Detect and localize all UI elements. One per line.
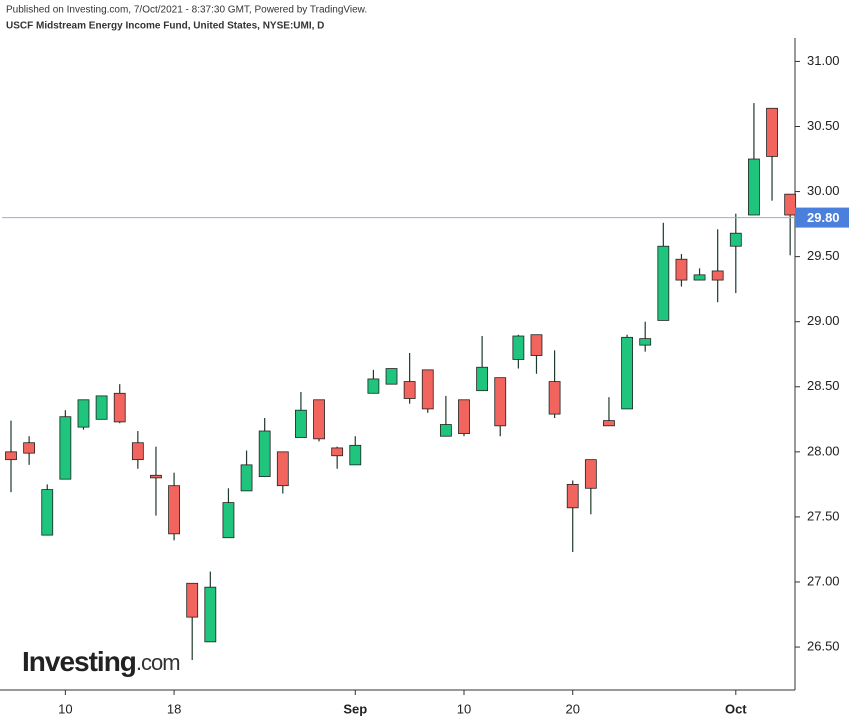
candle-body [530, 334, 543, 356]
candle-body [476, 366, 489, 392]
candle-body [313, 399, 325, 440]
candle-body [23, 442, 36, 454]
candle-body [222, 502, 235, 539]
y-tick-label: 31.00 [807, 53, 840, 68]
published-note: Published on Investing.com, 7/Oct/2021 -… [6, 5, 367, 16]
x-tick-label: 10 [58, 701, 72, 716]
candle-body [204, 586, 217, 643]
candle-body [276, 451, 289, 487]
logo-brand: Investing.com [22, 646, 180, 677]
instrument-title: USCF Midstream Energy Income Fund, Unite… [6, 21, 324, 32]
candle-body [113, 392, 126, 423]
candle-body [131, 442, 144, 461]
x-tick-label: Oct [725, 701, 747, 716]
x-tick-label: 20 [565, 701, 579, 716]
candle-body [77, 399, 90, 428]
candle-body [59, 416, 72, 480]
x-tick-label: 18 [167, 701, 181, 716]
candle-body [240, 464, 253, 492]
logo-suffix: .com [136, 650, 180, 675]
y-tick-label: 28.00 [807, 443, 840, 458]
candle-body [784, 193, 797, 216]
last-price-label: 29.80 [807, 210, 840, 225]
candle-body [729, 232, 742, 247]
candle-body [403, 381, 416, 399]
candle-body [458, 399, 470, 435]
candle-body [95, 395, 108, 420]
candle-body [439, 424, 452, 437]
candle-body [766, 107, 778, 157]
candle-body [150, 474, 162, 479]
candle-body [748, 158, 760, 216]
candle-body [657, 245, 670, 321]
candle-body [494, 377, 507, 427]
y-tick-label: 27.00 [807, 573, 840, 588]
y-tick-label: 30.00 [807, 183, 840, 198]
candle-body [295, 409, 307, 438]
candle-body [385, 368, 398, 385]
candle-body [5, 451, 17, 461]
y-tick-label: 30.50 [807, 118, 840, 133]
y-tick-label: 27.50 [807, 508, 840, 523]
candle-body [584, 459, 597, 489]
candle-body [675, 258, 688, 281]
candle-body [621, 336, 633, 410]
y-tick-label: 26.50 [807, 638, 840, 653]
candle-body [41, 489, 54, 536]
candle-body [693, 274, 706, 281]
y-tick-label: 28.50 [807, 378, 840, 393]
candle-body [512, 335, 525, 360]
candle-body [421, 369, 434, 410]
candle-body [367, 378, 380, 394]
candle-body [566, 483, 579, 509]
candle-body [258, 430, 271, 477]
candle-body [349, 444, 362, 466]
candle-body [548, 381, 561, 415]
candle-body [603, 420, 615, 427]
candle-body [186, 582, 199, 618]
y-tick-label: 29.50 [807, 248, 840, 263]
candle-body [639, 338, 652, 346]
candle-body [168, 485, 180, 535]
logo-brand-text: Investing [22, 646, 136, 677]
x-tick-label: Sep [343, 701, 367, 716]
candle-body [711, 270, 724, 281]
y-tick-label: 29.00 [807, 313, 840, 328]
candle-body [331, 447, 344, 457]
x-tick-label: 10 [457, 701, 471, 716]
last-price-badge [795, 207, 849, 228]
